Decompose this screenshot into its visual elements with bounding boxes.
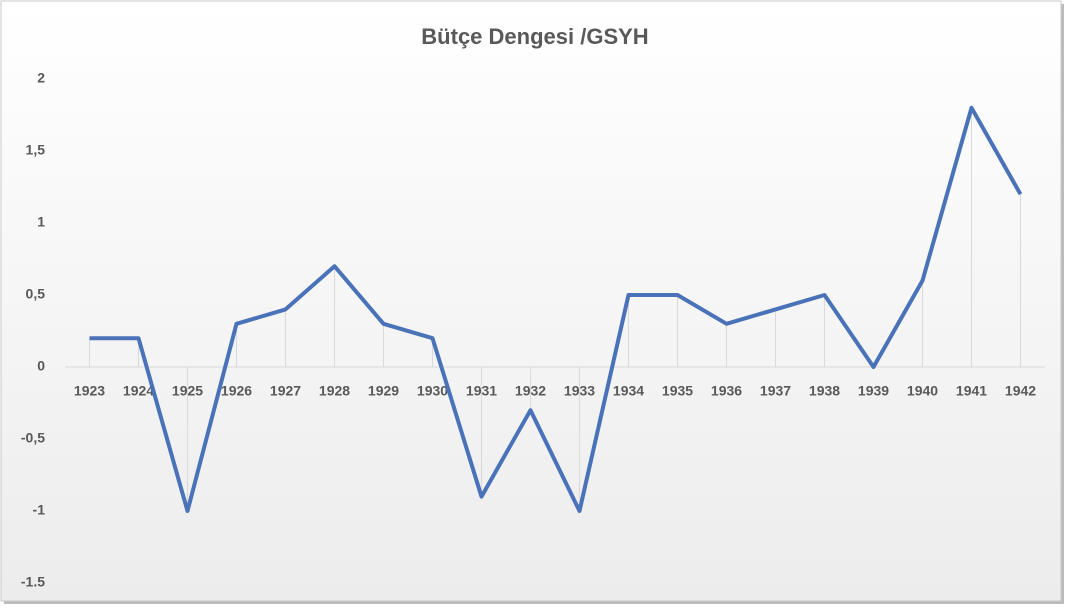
x-tick-label: 1931 bbox=[466, 383, 497, 399]
x-tick-label: 1932 bbox=[515, 383, 546, 399]
line-series bbox=[89, 105, 1023, 513]
y-tick-label: 2 bbox=[37, 70, 45, 86]
x-tick-label: 1937 bbox=[760, 383, 791, 399]
x-tick-label: 1941 bbox=[956, 383, 987, 399]
x-tick-label: 1926 bbox=[221, 383, 252, 399]
x-tick-label: 1942 bbox=[1005, 383, 1036, 399]
x-tick-label: 1929 bbox=[368, 383, 399, 399]
y-tick-label: -1 bbox=[33, 502, 46, 518]
x-tick-label: 1934 bbox=[613, 383, 644, 399]
x-tick-label: 1938 bbox=[809, 383, 840, 399]
x-tick-label: 1935 bbox=[662, 383, 693, 399]
chart-title: Bütçe Dengesi /GSYH bbox=[421, 24, 648, 49]
chart-frame bbox=[0, 0, 1062, 602]
x-tick-label: 1927 bbox=[270, 383, 301, 399]
y-tick-label: -0,5 bbox=[21, 430, 45, 446]
x-tick-label: 1928 bbox=[319, 383, 350, 399]
x-tick-label: 1936 bbox=[711, 383, 742, 399]
x-tick-label: 1940 bbox=[907, 383, 938, 399]
x-tick-label: 1933 bbox=[564, 383, 595, 399]
y-tick-label: -1.5 bbox=[21, 574, 45, 590]
x-tick-label: 1925 bbox=[172, 383, 203, 399]
y-tick-label: 1,5 bbox=[26, 142, 46, 158]
x-tick-label: 1923 bbox=[74, 383, 105, 399]
y-tick-label: 0 bbox=[37, 358, 45, 374]
x-tick-label: 1939 bbox=[858, 383, 889, 399]
y-tick-label: 1 bbox=[37, 214, 45, 230]
y-tick-label: 0,5 bbox=[26, 286, 46, 302]
x-tick-label: 1924 bbox=[123, 383, 154, 399]
x-tick-label: 1930 bbox=[417, 383, 448, 399]
